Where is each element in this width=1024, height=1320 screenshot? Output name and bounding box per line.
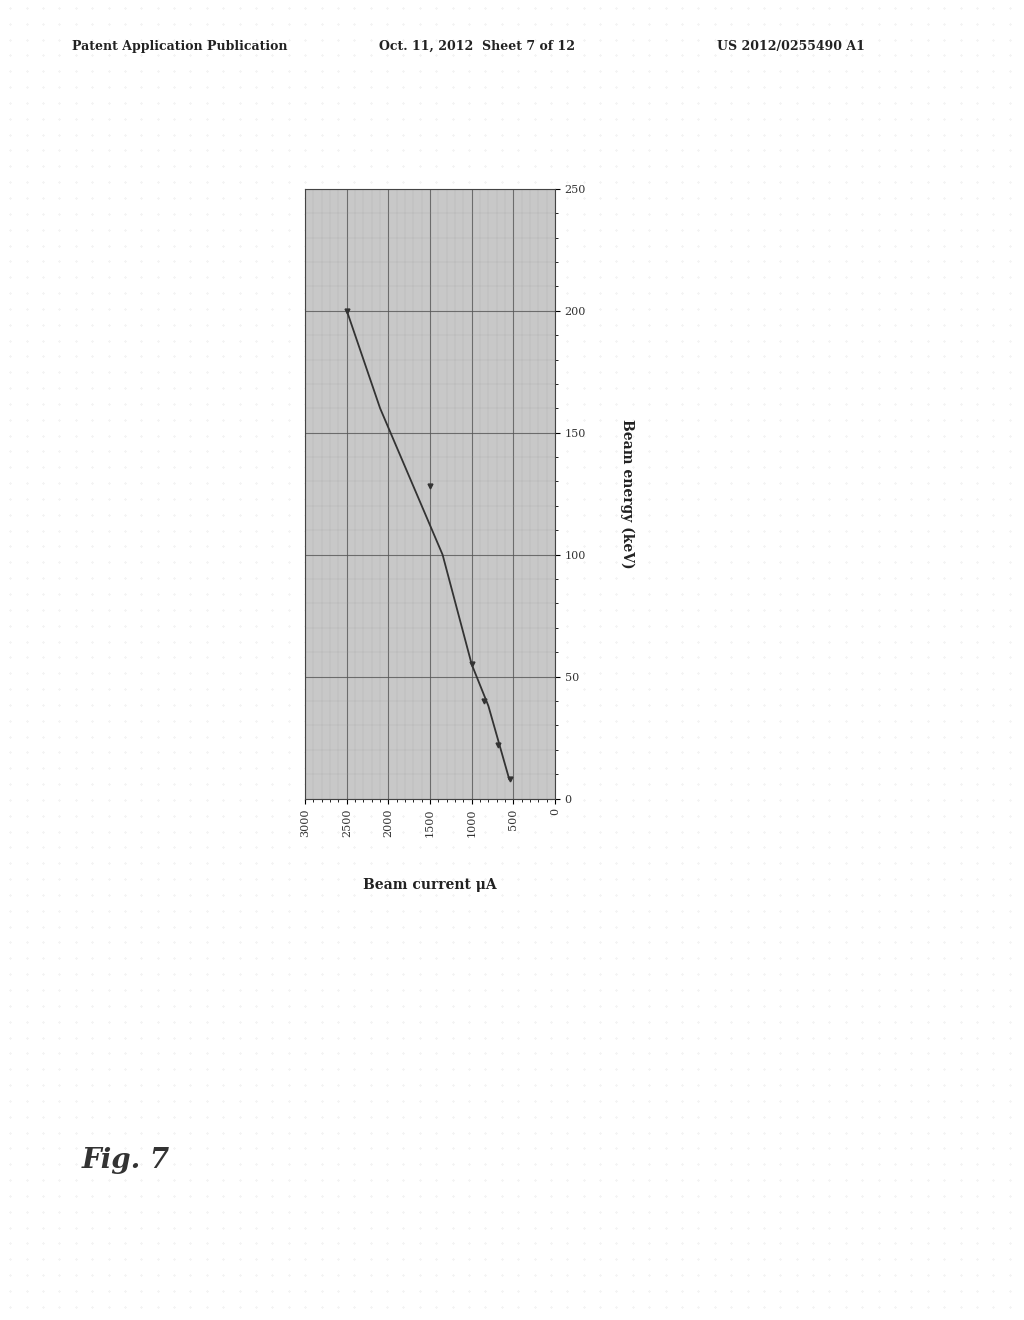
Text: Fig. 7: Fig. 7	[82, 1147, 170, 1175]
Text: Patent Application Publication: Patent Application Publication	[72, 40, 287, 53]
Text: US 2012/0255490 A1: US 2012/0255490 A1	[717, 40, 864, 53]
Y-axis label: Beam energy (keV): Beam energy (keV)	[621, 418, 635, 569]
X-axis label: Beam current μA: Beam current μA	[364, 879, 497, 892]
Text: Oct. 11, 2012  Sheet 7 of 12: Oct. 11, 2012 Sheet 7 of 12	[379, 40, 574, 53]
